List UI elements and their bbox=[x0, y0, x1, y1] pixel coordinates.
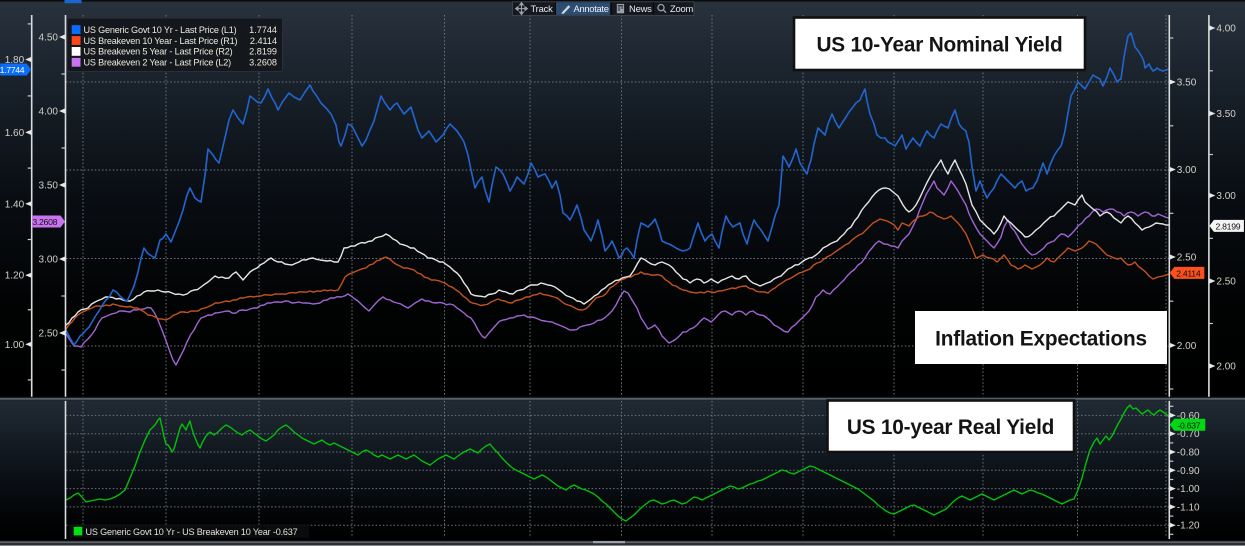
svg-text:4.00: 4.00 bbox=[39, 107, 59, 118]
svg-text:3.50: 3.50 bbox=[39, 181, 59, 192]
svg-text:1.40: 1.40 bbox=[5, 199, 25, 210]
svg-text:3.50: 3.50 bbox=[1216, 109, 1236, 120]
svg-text:3.50: 3.50 bbox=[1177, 78, 1197, 89]
svg-text:3.00: 3.00 bbox=[1216, 191, 1236, 202]
svg-text:2.50: 2.50 bbox=[39, 329, 59, 340]
svg-text:-0.80: -0.80 bbox=[1177, 448, 1200, 459]
svg-text:Annotate: Annotate bbox=[574, 3, 609, 14]
svg-text:1.20: 1.20 bbox=[5, 271, 25, 282]
svg-text:-1.10: -1.10 bbox=[1177, 502, 1200, 513]
svg-text:1.80: 1.80 bbox=[5, 55, 25, 66]
svg-text:-1.20: -1.20 bbox=[1177, 521, 1200, 532]
svg-text:US Generic Govt 10 Yr - US Bre: US Generic Govt 10 Yr - US Breakeven 10 … bbox=[86, 527, 298, 537]
svg-text:2.50: 2.50 bbox=[1177, 253, 1197, 264]
svg-text:3.2608: 3.2608 bbox=[32, 217, 57, 227]
svg-text:-0.60: -0.60 bbox=[1177, 411, 1200, 422]
svg-text:US Generic Govt 10 Yr - Last P: US Generic Govt 10 Yr - Last Price (L1) bbox=[84, 25, 237, 35]
svg-text:Inflation Expectations: Inflation Expectations bbox=[935, 328, 1147, 351]
svg-text:2.00: 2.00 bbox=[1177, 341, 1197, 352]
svg-text:News: News bbox=[629, 3, 652, 14]
svg-text:3.00: 3.00 bbox=[39, 255, 59, 266]
svg-text:-0.637: -0.637 bbox=[1177, 420, 1200, 430]
svg-text:US 10-year Real Yield: US 10-year Real Yield bbox=[847, 416, 1054, 439]
svg-text:2.4114: 2.4114 bbox=[1176, 268, 1201, 278]
svg-text:2.4114: 2.4114 bbox=[250, 36, 277, 46]
svg-text:1.00: 1.00 bbox=[5, 340, 25, 351]
svg-text:3.2608: 3.2608 bbox=[249, 58, 277, 68]
svg-text:2.50: 2.50 bbox=[1216, 277, 1236, 288]
svg-text:-1.00: -1.00 bbox=[1177, 484, 1200, 495]
svg-text:US Breakeven 10 Year - Last Pr: US Breakeven 10 Year - Last Price (R1) bbox=[84, 36, 238, 46]
svg-text:3.00: 3.00 bbox=[1177, 165, 1197, 176]
svg-text:US Breakeven 2 Year - Last Pri: US Breakeven 2 Year - Last Price (L2) bbox=[84, 58, 232, 68]
svg-text:Zoom: Zoom bbox=[670, 3, 694, 14]
svg-text:1.7744: 1.7744 bbox=[0, 65, 25, 75]
svg-text:2.8199: 2.8199 bbox=[1216, 221, 1241, 231]
svg-text:Track: Track bbox=[531, 3, 554, 14]
svg-text:US 10-Year Nominal Yield: US 10-Year Nominal Yield bbox=[816, 34, 1062, 57]
svg-text:1.7744: 1.7744 bbox=[249, 25, 277, 35]
svg-text:2.00: 2.00 bbox=[1216, 362, 1236, 373]
svg-text:2.8199: 2.8199 bbox=[249, 47, 277, 57]
svg-text:US Breakeven 5 Year - Last Pri: US Breakeven 5 Year - Last Price (R2) bbox=[84, 47, 233, 57]
svg-text:-0.90: -0.90 bbox=[1177, 466, 1200, 477]
svg-text:4.00: 4.00 bbox=[1216, 24, 1236, 35]
svg-text:1.60: 1.60 bbox=[5, 128, 25, 139]
svg-text:4.50: 4.50 bbox=[39, 33, 59, 44]
svg-text:-0.70: -0.70 bbox=[1177, 429, 1200, 440]
